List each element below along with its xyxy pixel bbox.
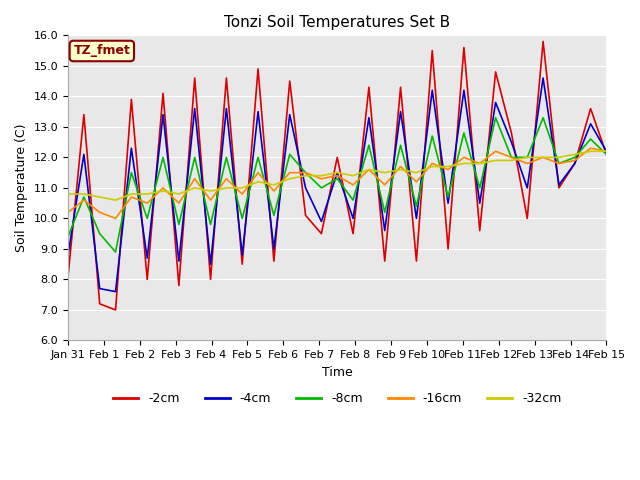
- Text: TZ_fmet: TZ_fmet: [74, 45, 131, 58]
- Legend: -2cm, -4cm, -8cm, -16cm, -32cm: -2cm, -4cm, -8cm, -16cm, -32cm: [108, 387, 566, 410]
- Title: Tonzi Soil Temperatures Set B: Tonzi Soil Temperatures Set B: [224, 15, 451, 30]
- Y-axis label: Soil Temperature (C): Soil Temperature (C): [15, 124, 28, 252]
- X-axis label: Time: Time: [322, 366, 353, 379]
